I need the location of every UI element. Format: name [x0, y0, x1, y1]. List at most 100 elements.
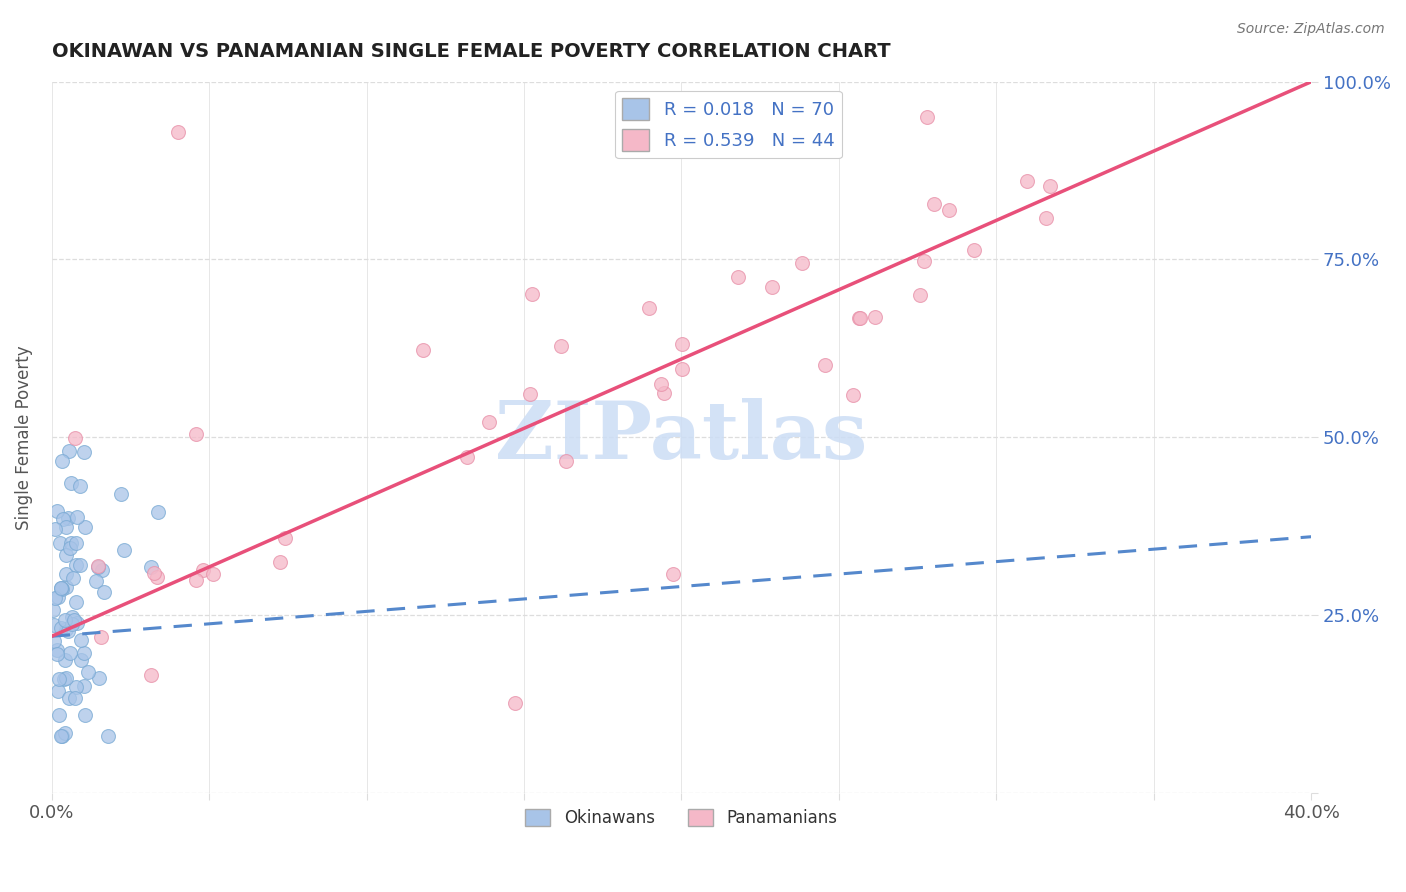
- Point: [51, 582, 73, 596]
- Point: [55, 520, 77, 534]
- Point: [75, 707, 97, 722]
- Point: [51, 581, 73, 595]
- Point: [60, 610, 83, 624]
- Point: [652, 386, 675, 401]
- Point: [59, 541, 82, 555]
- Point: [42, 633, 65, 648]
- Point: [671, 362, 693, 376]
- Point: [193, 564, 215, 578]
- Point: [69, 632, 91, 647]
- Point: [908, 288, 931, 302]
- Point: [1017, 174, 1039, 188]
- Point: [412, 343, 434, 357]
- Point: [848, 311, 870, 326]
- Point: [89, 671, 111, 685]
- Point: [51, 621, 73, 635]
- Point: [46, 683, 69, 698]
- Text: ZIPatlas: ZIPatlas: [495, 398, 868, 476]
- Point: [55, 566, 77, 581]
- Point: [49, 536, 72, 550]
- Point: [58, 444, 80, 458]
- Point: [73, 520, 96, 534]
- Point: [555, 454, 578, 468]
- Point: [186, 574, 208, 588]
- Point: [65, 536, 87, 550]
- Point: [142, 566, 165, 581]
- Point: [93, 585, 115, 599]
- Point: [73, 679, 96, 693]
- Point: [49, 581, 72, 595]
- Point: [62, 571, 84, 585]
- Point: [44, 591, 66, 606]
- Point: [65, 595, 87, 609]
- Point: [44, 522, 66, 536]
- Point: [51, 729, 73, 743]
- Point: [63, 613, 86, 627]
- Point: [45, 504, 67, 518]
- Point: [520, 286, 543, 301]
- Point: [55, 671, 77, 685]
- Point: [148, 505, 170, 519]
- Point: [650, 377, 672, 392]
- Point: [48, 672, 70, 686]
- Point: [73, 646, 96, 660]
- Point: [87, 558, 110, 573]
- Point: [66, 616, 89, 631]
- Point: [790, 256, 813, 270]
- Point: [638, 301, 661, 315]
- Point: [59, 475, 82, 490]
- Point: [60, 617, 83, 632]
- Point: [49, 729, 72, 743]
- Point: [550, 339, 572, 353]
- Point: [69, 479, 91, 493]
- Point: [45, 642, 67, 657]
- Point: [456, 450, 478, 464]
- Point: [58, 511, 80, 525]
- Point: [166, 124, 188, 138]
- Point: [55, 548, 77, 562]
- Point: [55, 623, 77, 637]
- Point: [53, 653, 76, 667]
- Point: [503, 696, 526, 710]
- Point: [269, 555, 291, 569]
- Point: [55, 580, 77, 594]
- Point: [46, 648, 69, 662]
- Point: [52, 512, 75, 526]
- Point: [63, 691, 86, 706]
- Point: [671, 336, 693, 351]
- Point: [139, 668, 162, 682]
- Point: [202, 566, 225, 581]
- Point: [58, 624, 80, 639]
- Point: [53, 672, 76, 686]
- Point: [53, 726, 76, 740]
- Point: [65, 680, 87, 694]
- Point: [141, 560, 163, 574]
- Point: [863, 310, 886, 324]
- Point: [48, 707, 70, 722]
- Point: [66, 510, 89, 524]
- Point: [69, 558, 91, 573]
- Point: [46, 591, 69, 605]
- Point: [813, 359, 835, 373]
- Text: Source: ZipAtlas.com: Source: ZipAtlas.com: [1237, 22, 1385, 37]
- Point: [761, 280, 783, 294]
- Point: [59, 536, 82, 550]
- Point: [44, 617, 66, 632]
- Point: [59, 646, 82, 660]
- Point: [65, 431, 87, 445]
- Point: [963, 243, 986, 257]
- Point: [51, 454, 73, 468]
- Point: [112, 543, 135, 558]
- Point: [146, 570, 169, 584]
- Point: [922, 197, 945, 211]
- Point: [1035, 211, 1057, 225]
- Point: [77, 665, 100, 679]
- Point: [91, 563, 114, 577]
- Point: [849, 310, 872, 325]
- Point: [184, 426, 207, 441]
- Point: [90, 630, 112, 644]
- Point: [478, 415, 501, 429]
- Text: OKINAWAN VS PANAMANIAN SINGLE FEMALE POVERTY CORRELATION CHART: OKINAWAN VS PANAMANIAN SINGLE FEMALE POV…: [52, 42, 890, 61]
- Point: [53, 613, 76, 627]
- Point: [87, 560, 110, 574]
